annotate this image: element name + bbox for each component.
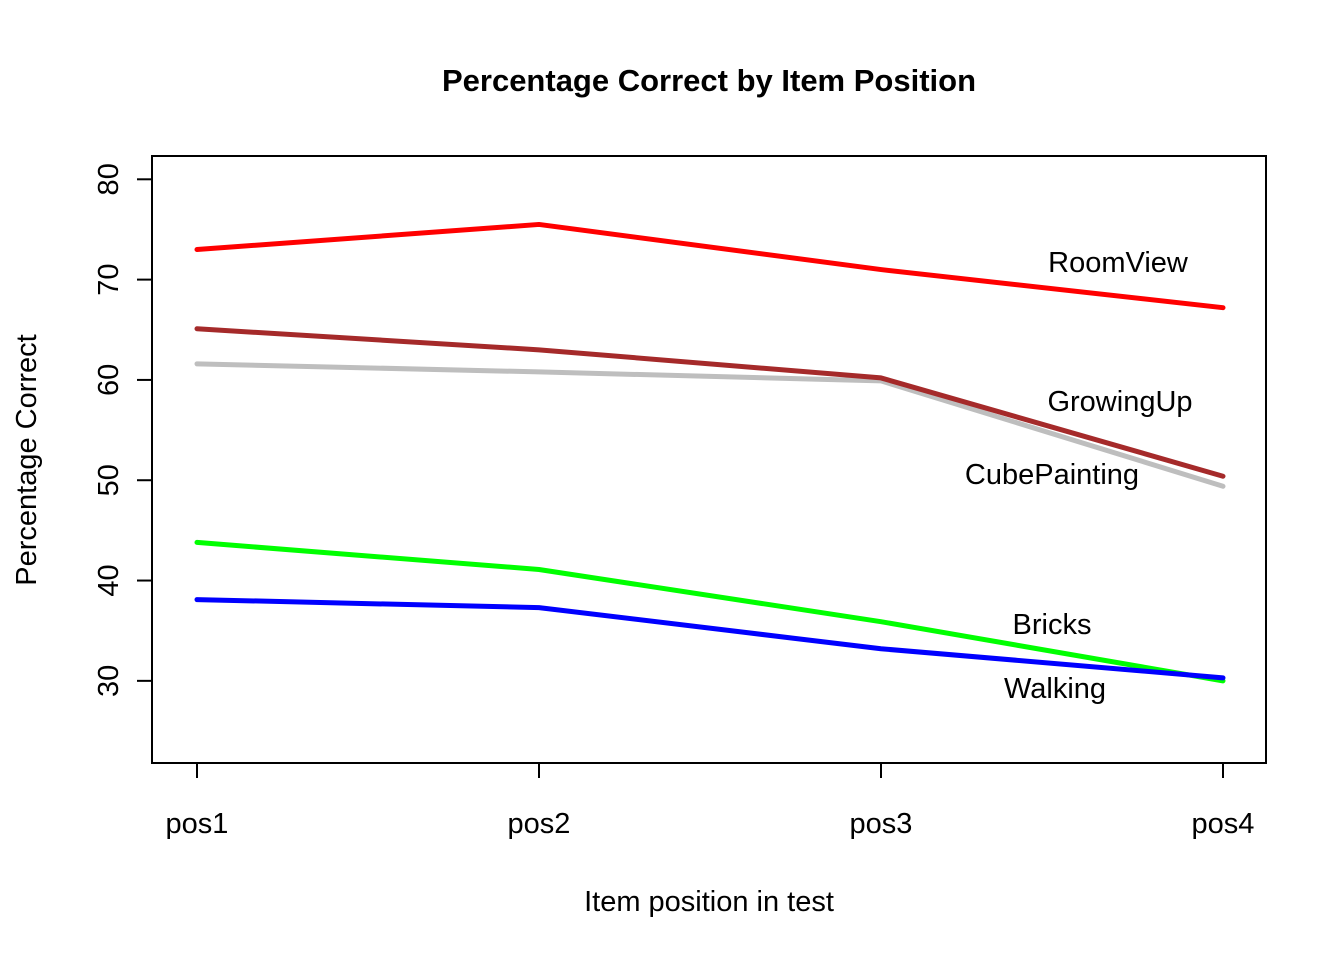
plot-area: 30 40 50 60 70 80 pos1 pos2 pos3 pos4 RoomView Grow… [93, 155, 1267, 840]
y-tick-label: 80 [93, 163, 125, 195]
y-tick-label: 60 [93, 364, 125, 396]
plot-box [151, 155, 1267, 764]
x-tick-label: pos1 [166, 808, 229, 840]
x-tick-label: pos4 [1192, 808, 1255, 840]
series-label-cubepainting: CubePainting [965, 459, 1139, 491]
series-line-bricks [194, 539, 1226, 684]
series-label-bricks: Bricks [1013, 609, 1092, 641]
x-tick-label: pos3 [850, 808, 913, 840]
x-tick-label: pos2 [508, 808, 571, 840]
y-tick-label: 70 [93, 263, 125, 295]
chart-title: Percentage Correct by Item Position [442, 63, 976, 98]
x-axis-label: Item position in test [584, 886, 834, 918]
series-label-growingup: GrowingUp [1047, 386, 1192, 418]
y-axis-label: Percentage Correct [11, 334, 43, 585]
y-tick-label: 40 [93, 564, 125, 596]
series-label-walking: Walking [1004, 673, 1106, 705]
series-line-growingup [194, 326, 1226, 479]
series-line-walking [194, 597, 1226, 681]
series-line-cubepainting [194, 361, 1226, 489]
y-tick-label: 30 [93, 665, 125, 697]
series-line-roomview [194, 221, 1226, 311]
y-tick-label: 50 [93, 464, 125, 496]
series-label-roomview: RoomView [1048, 247, 1189, 279]
